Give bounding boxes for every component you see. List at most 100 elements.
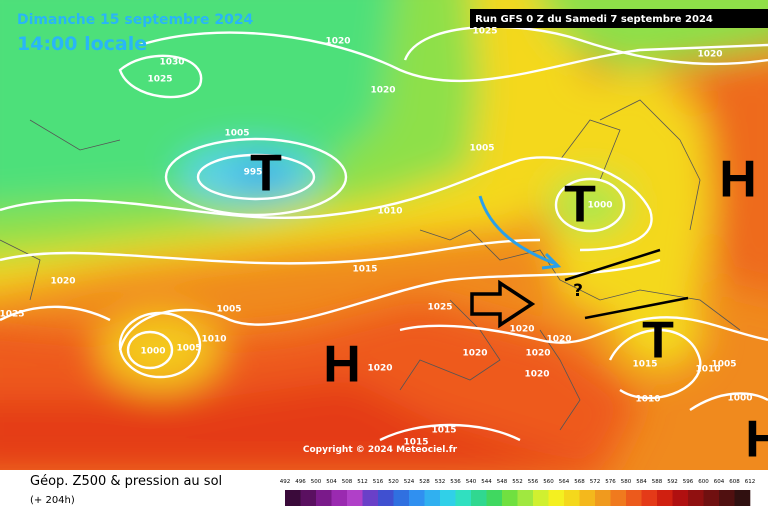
scale-cell: [424, 490, 441, 506]
scale-label: 532: [435, 479, 446, 485]
scale-cell: [595, 490, 611, 506]
scale-cell: [502, 490, 518, 506]
scale-cell: [409, 490, 425, 506]
scale-cell: [610, 490, 627, 506]
isobar-label: 1015: [352, 265, 377, 275]
isobar-label: 1010: [635, 395, 660, 405]
pressure-center: T: [250, 145, 282, 203]
scale-label: 556: [528, 479, 539, 485]
pressure-center: T: [564, 176, 596, 234]
scale-label: 528: [419, 479, 430, 485]
isobar-label: 1000: [587, 201, 612, 211]
scale-label: 560: [543, 479, 554, 485]
scale-label: 504: [326, 479, 337, 485]
scale-label: 516: [373, 479, 384, 485]
isobar-label: 1020: [367, 364, 392, 374]
isobar-label: 1025: [472, 27, 497, 37]
scale-cell: [657, 490, 673, 506]
isobar-label: 1020: [524, 370, 549, 380]
question-mark: ?: [573, 281, 583, 301]
pressure-center: H: [719, 151, 757, 209]
isobar-label: 1015: [431, 426, 456, 436]
scale-label: 588: [652, 479, 663, 485]
run-bar: [470, 9, 768, 28]
isobar-label: 1010: [377, 207, 402, 217]
scale-cell: [672, 490, 689, 506]
scale-cell: [471, 490, 487, 506]
field: [0, 0, 768, 470]
scale-label: 552: [512, 479, 523, 485]
copyright: Copyright © 2024 Meteociel.fr: [303, 445, 458, 455]
legend-title: Géop. Z500 & pression au sol: [30, 474, 222, 489]
scale-label: 512: [357, 479, 368, 485]
scale-cell: [688, 490, 704, 506]
isobar-label: 1005: [176, 344, 201, 354]
scale-cell: [703, 490, 720, 506]
scale-cell: [641, 490, 658, 506]
scale-cell: [626, 490, 642, 506]
scale-label: 496: [295, 479, 306, 485]
isobar-label: 1020: [697, 50, 722, 60]
isobar-label: 1000: [727, 394, 752, 404]
forecast-time: 14:00 locale: [17, 33, 147, 55]
scale-cell: [564, 490, 580, 506]
isobar-label: 1015: [632, 360, 657, 370]
scale-cell: [393, 490, 410, 506]
pressure-center: H: [745, 411, 768, 469]
isobar-label: 1020: [50, 277, 75, 287]
scale-cell: [285, 490, 301, 506]
isobar-label: 1030: [159, 58, 184, 68]
isobar-label: 1010: [695, 365, 720, 375]
scale-cell: [517, 490, 534, 506]
forecast-date: Dimanche 15 septembre 2024: [17, 12, 254, 28]
scale-cell: [548, 490, 565, 506]
scale-label: 604: [714, 479, 725, 485]
isobar-label: 1020: [325, 37, 350, 47]
scale-label: 584: [636, 479, 647, 485]
scale-cell: [533, 490, 549, 506]
isobar-label: 1015: [403, 438, 428, 448]
scale-label: 568: [574, 479, 585, 485]
scale-label: 580: [621, 479, 632, 485]
scale-label: 572: [590, 479, 601, 485]
scale-cell: [579, 490, 596, 506]
scale-cell: [719, 490, 735, 506]
scale-cell: [378, 490, 394, 506]
scale-label: 596: [683, 479, 694, 485]
scale-label: 564: [559, 479, 570, 485]
scale-label: 608: [729, 479, 740, 485]
isobar-label: 1020: [525, 349, 550, 359]
isobar-label: 1000: [140, 347, 165, 357]
scale-cell: [331, 490, 348, 506]
scale-label: 492: [280, 479, 291, 485]
scale-cell: [734, 490, 751, 506]
isobar-label: 1020: [546, 335, 571, 345]
isobar-label: 1005: [224, 129, 249, 139]
scale-label: 520: [388, 479, 399, 485]
scale-label: 500: [311, 479, 322, 485]
isobar-label: 995: [244, 168, 263, 178]
scale-cell: [347, 490, 363, 506]
isobar-label: 1005: [469, 144, 494, 154]
scale-cell: [486, 490, 503, 506]
scale-label: 544: [481, 479, 492, 485]
isobar-label: 1010: [201, 335, 226, 345]
scale-label: 548: [497, 479, 508, 485]
scale-cell: [362, 490, 379, 506]
scale-label: 524: [404, 479, 415, 485]
isobar-label: 1005: [216, 305, 241, 315]
scale-label: 508: [342, 479, 353, 485]
scale-label: 540: [466, 479, 477, 485]
scale-cell: [300, 490, 317, 506]
isobar-label: 1020: [509, 325, 534, 335]
pressure-center: T: [642, 312, 674, 370]
scale-label: 592: [667, 479, 678, 485]
isobar-label: 1025: [0, 310, 25, 320]
isobar-label: 1005: [711, 360, 736, 370]
scale-cell: [316, 490, 332, 506]
scale-cell: [455, 490, 472, 506]
scale-label: 612: [745, 479, 756, 485]
scale-label: 600: [698, 479, 709, 485]
lead-time: (+ 204h): [30, 495, 75, 506]
